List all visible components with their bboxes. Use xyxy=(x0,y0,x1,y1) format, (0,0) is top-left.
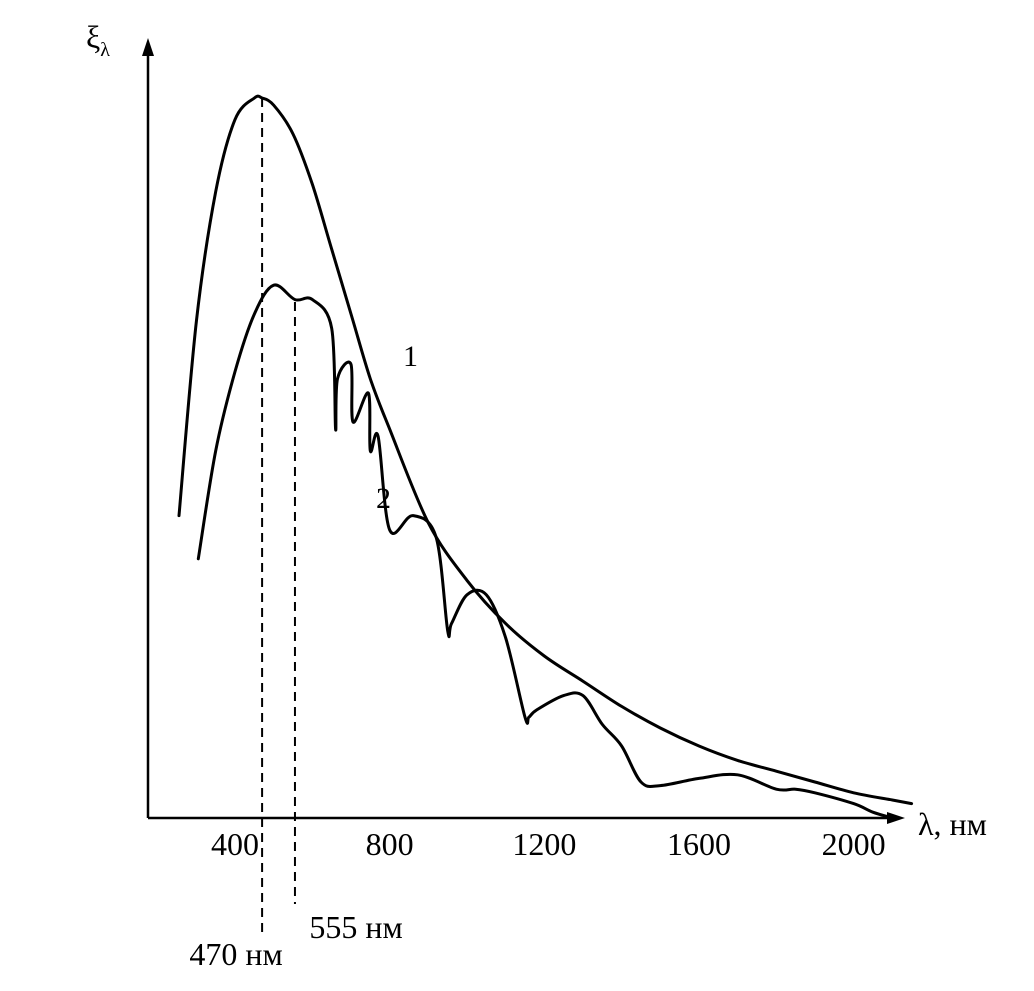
series-label-1: 1 xyxy=(403,340,418,373)
series-curve-2 xyxy=(196,283,894,820)
y-axis-subscript: λ xyxy=(100,39,110,61)
y-axis-title: ξλ xyxy=(86,19,110,61)
x-tick-label-1200: 1200 xyxy=(512,826,576,862)
x-tick-label-800: 800 xyxy=(366,826,414,862)
reference-lines: 470 нм 555 нм xyxy=(189,98,403,972)
y-axis-arrowhead xyxy=(142,38,154,56)
x-tick-label-1600: 1600 xyxy=(667,826,731,862)
series-group: 12 xyxy=(177,94,914,820)
series-curve-1 xyxy=(177,94,914,806)
y-axis-symbol: ξ xyxy=(86,19,100,55)
series-label-2: 2 xyxy=(376,482,391,515)
x-axis-title: λ, нм xyxy=(918,806,987,842)
reference-label-555: 555 нм xyxy=(309,909,402,945)
x-axis-arrowhead xyxy=(887,812,905,824)
x-tick-label-2000: 2000 xyxy=(822,826,886,862)
axes xyxy=(142,38,905,824)
x-tick-labels: 400 800 1200 1600 2000 xyxy=(211,826,886,862)
x-tick-label-400: 400 xyxy=(211,826,259,862)
reference-label-470: 470 нм xyxy=(189,936,282,972)
